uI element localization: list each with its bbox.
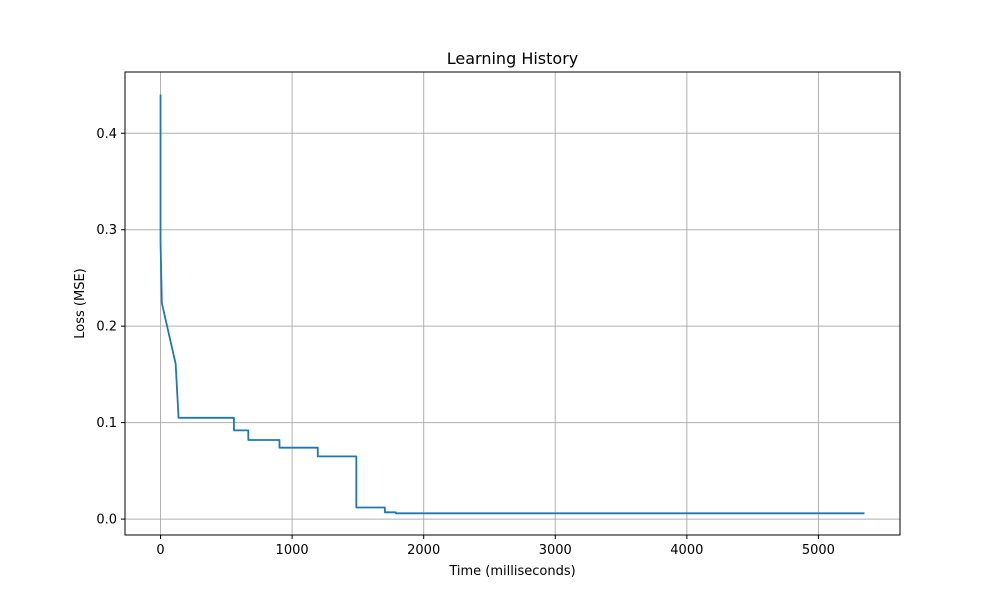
y-axis-label: Loss (MSE) — [73, 268, 88, 338]
y-tick-label: 0.3 — [96, 223, 117, 238]
x-tick-label: 0 — [156, 543, 164, 558]
chart-title: Learning History — [447, 49, 578, 68]
x-tick-label: 3000 — [539, 543, 572, 558]
series-layer — [159, 94, 865, 515]
y-tick-label: 0.2 — [96, 320, 117, 335]
grid-layer — [125, 72, 900, 535]
x-tick-label: 1000 — [276, 543, 309, 558]
x-tick-label: 4000 — [670, 543, 703, 558]
x-tick-label: 2000 — [407, 543, 440, 558]
y-tick-label: 0.4 — [96, 127, 117, 142]
ticks-layer: 0 1000 2000 3000 4000 5000 0.0 0.1 0.2 0.3 0.4 — [96, 127, 835, 558]
x-tick-label: 5000 — [802, 543, 835, 558]
x-axis-label: Time (milliseconds) — [448, 564, 575, 579]
loss-series-line — [159, 94, 865, 515]
y-tick-label: 0.1 — [96, 416, 117, 431]
y-tick-label: 0.0 — [96, 513, 117, 528]
plot-frame — [124, 71, 901, 536]
